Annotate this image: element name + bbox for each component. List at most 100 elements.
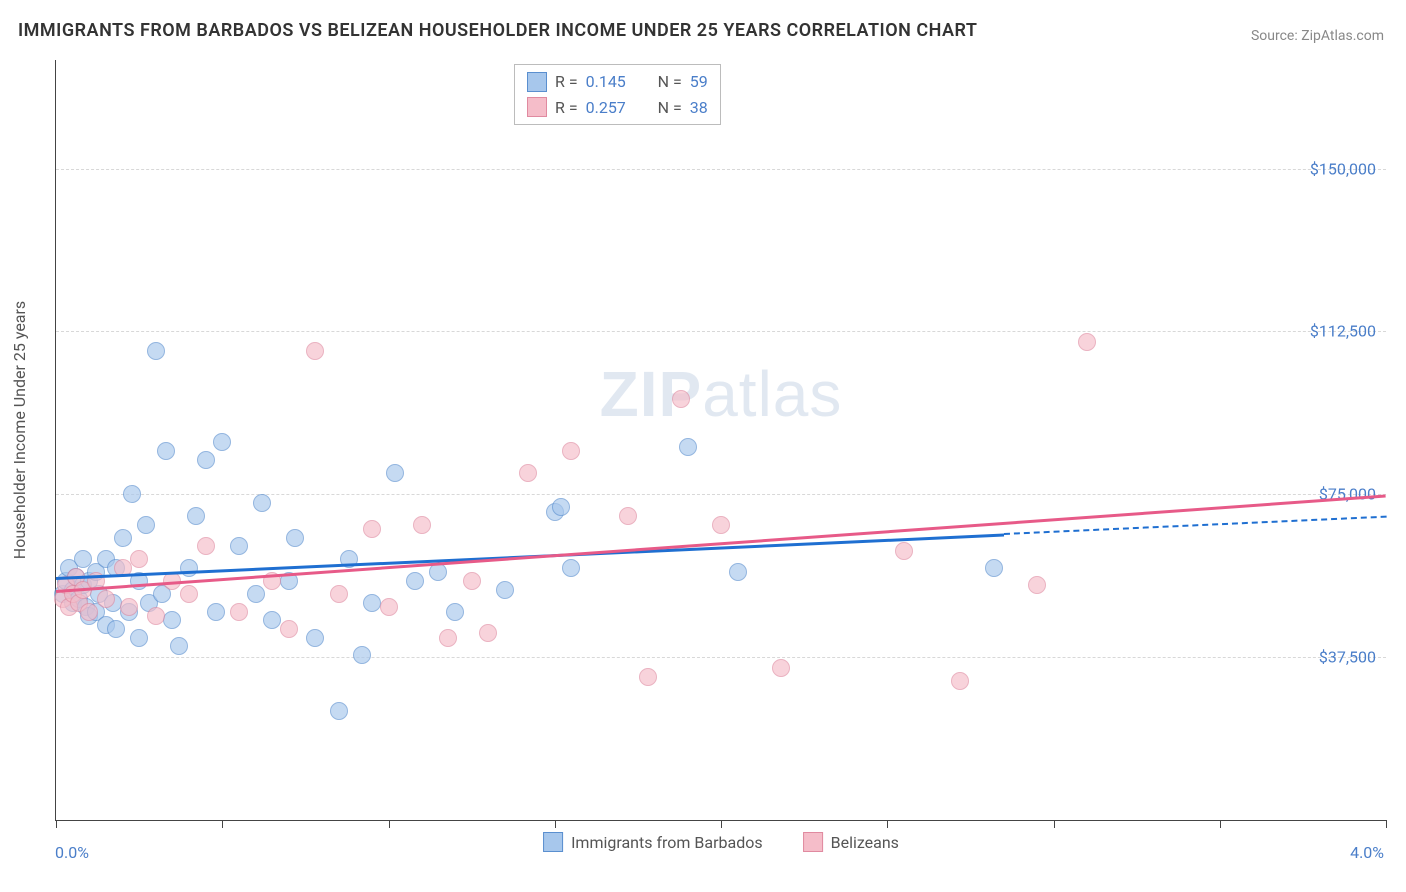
scatter-point: [562, 559, 580, 577]
y-tick-label: $37,500: [1319, 648, 1376, 667]
scatter-point: [363, 520, 381, 538]
legend-swatch: [543, 832, 563, 852]
y-tick-label: $112,500: [1310, 322, 1376, 341]
scatter-point: [895, 542, 913, 560]
scatter-point: [187, 507, 205, 525]
scatter-point: [552, 498, 570, 516]
scatter-point: [413, 516, 431, 534]
n-label: N =: [658, 69, 682, 95]
scatter-point: [170, 637, 188, 655]
r-value: 0.145: [586, 69, 636, 95]
n-value: 59: [690, 69, 708, 95]
scatter-point: [230, 603, 248, 621]
legend-item: Immigrants from Barbados: [543, 832, 763, 852]
scatter-point: [985, 559, 1003, 577]
x-tick: [389, 820, 390, 828]
legend-label: Immigrants from Barbados: [571, 833, 763, 852]
scatter-point: [363, 594, 381, 612]
scatter-point: [197, 451, 215, 469]
source-label: Source: ZipAtlas.com: [1251, 28, 1384, 44]
scatter-point: [263, 611, 281, 629]
x-tick: [1386, 820, 1387, 828]
r-value: 0.257: [586, 95, 636, 121]
scatter-point: [147, 607, 165, 625]
scatter-point: [147, 342, 165, 360]
legend-swatch: [803, 832, 823, 852]
x-tick: [222, 820, 223, 828]
scatter-point: [729, 563, 747, 581]
scatter-point: [446, 603, 464, 621]
scatter-point: [951, 672, 969, 690]
legend-swatch: [527, 72, 547, 92]
scatter-point: [386, 464, 404, 482]
r-label: R =: [555, 69, 578, 95]
scatter-point: [330, 585, 348, 603]
x-axis-max-label: 4.0%: [1350, 843, 1384, 862]
scatter-point: [463, 572, 481, 590]
scatter-point: [130, 550, 148, 568]
scatter-point: [1028, 576, 1046, 594]
scatter-point: [163, 611, 181, 629]
scatter-point: [230, 537, 248, 555]
scatter-point: [439, 629, 457, 647]
scatter-point: [213, 433, 231, 451]
y-tick-label: $150,000: [1310, 159, 1376, 178]
scatter-point: [406, 572, 424, 590]
x-tick: [721, 820, 722, 828]
scatter-point: [639, 668, 657, 686]
legend-item: Belizeans: [803, 832, 899, 852]
scatter-point: [280, 620, 298, 638]
r-label: R =: [555, 95, 578, 121]
watermark: ZIPatlas: [600, 357, 843, 431]
scatter-point: [120, 598, 138, 616]
scatter-point: [479, 624, 497, 642]
grid-line: [56, 169, 1386, 170]
scatter-point: [496, 581, 514, 599]
scatter-point: [247, 585, 265, 603]
scatter-point: [207, 603, 225, 621]
scatter-point: [306, 342, 324, 360]
x-tick: [887, 820, 888, 828]
scatter-point: [107, 620, 125, 638]
scatter-point: [306, 629, 324, 647]
scatter-point: [130, 629, 148, 647]
stats-box: R =0.145N =59R =0.257N =38: [514, 64, 721, 125]
scatter-point: [114, 529, 132, 547]
stats-row: R = 0.145 N = 59: [527, 69, 708, 95]
x-tick: [1220, 820, 1221, 828]
scatter-point: [97, 590, 115, 608]
scatter-point: [380, 598, 398, 616]
scatter-point: [353, 646, 371, 664]
n-label: N =: [658, 95, 682, 121]
scatter-point: [123, 485, 141, 503]
x-tick: [1054, 820, 1055, 828]
x-tick: [56, 820, 57, 828]
legend-swatch: [527, 97, 547, 117]
scatter-point: [330, 702, 348, 720]
chart-title: IMMIGRANTS FROM BARBADOS VS BELIZEAN HOU…: [18, 20, 977, 41]
plot-area: ZIPatlas R =0.145N =59R =0.257N =38 Immi…: [55, 60, 1386, 821]
bottom-legend: Immigrants from Barbados Belizeans: [543, 832, 899, 852]
grid-line: [56, 657, 1386, 658]
scatter-point: [286, 529, 304, 547]
legend-label: Belizeans: [831, 833, 899, 852]
scatter-point: [1078, 333, 1096, 351]
scatter-point: [672, 390, 690, 408]
watermark-rest: atlas: [702, 358, 842, 430]
scatter-point: [772, 659, 790, 677]
scatter-point: [619, 507, 637, 525]
scatter-point: [137, 516, 155, 534]
scatter-point: [157, 442, 175, 460]
scatter-point: [519, 464, 537, 482]
stats-row: R =0.257N =38: [527, 95, 708, 121]
scatter-point: [253, 494, 271, 512]
y-axis-title: Householder Income Under 25 years: [10, 301, 29, 559]
scatter-point: [80, 603, 98, 621]
grid-line: [56, 331, 1386, 332]
scatter-point: [679, 438, 697, 456]
x-tick: [555, 820, 556, 828]
scatter-point: [562, 442, 580, 460]
scatter-point: [712, 516, 730, 534]
scatter-point: [429, 563, 447, 581]
scatter-point: [180, 585, 198, 603]
